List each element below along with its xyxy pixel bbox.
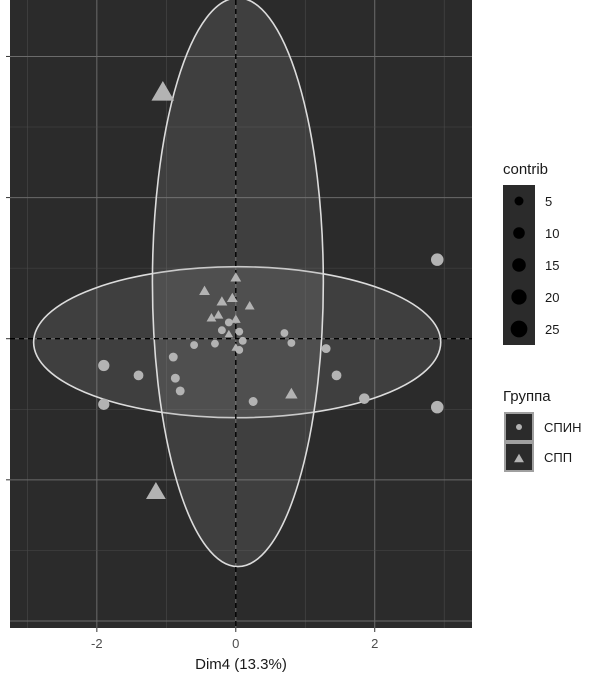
point-triangle (151, 80, 175, 101)
legend-size-key (514, 196, 524, 206)
point-triangle (145, 481, 166, 500)
ellipse-spin (32, 265, 442, 419)
point-circle (430, 400, 444, 414)
point-triangle (230, 314, 241, 323)
legend-size-key (512, 258, 526, 272)
legend-size-label: 5 (545, 194, 552, 209)
point-circle (98, 359, 110, 372)
point-triangle (244, 300, 255, 310)
confidence-ellipses (32, 0, 442, 568)
point-circle (133, 370, 144, 381)
x-tick-label: 0 (232, 636, 239, 651)
legend-circle-glyph (516, 424, 522, 430)
axes: -2 0 2 (6, 55, 378, 651)
point-triangle (199, 285, 210, 295)
legend-size-title: contrib (503, 161, 548, 178)
point-triangle (285, 387, 298, 399)
point-circle (170, 373, 180, 383)
point-circle (430, 253, 444, 266)
x-axis-title: Dim4 (13.3%) (195, 656, 287, 673)
legend-size-key (510, 320, 528, 338)
point-circle (175, 386, 185, 396)
point-circle (168, 352, 178, 362)
plot-panel (10, 0, 472, 628)
legend-size-label: 25 (545, 322, 559, 337)
point-circle (98, 398, 110, 410)
legend-group-title: Группа (503, 388, 551, 405)
point-circle (190, 341, 199, 349)
point-triangle (226, 292, 238, 303)
point-triangle (230, 272, 242, 282)
x-tick-label: -2 (91, 636, 103, 651)
point-triangle (206, 312, 217, 322)
point-triangle (231, 343, 241, 351)
legend-size-label: 15 (545, 258, 559, 273)
ellipse-spp (151, 0, 325, 568)
legend-size-key (511, 289, 527, 305)
point-triangle (224, 329, 234, 338)
point-circle (359, 393, 370, 404)
legend-group-key (504, 442, 534, 472)
point-circle (280, 329, 289, 337)
point-triangle (216, 296, 228, 306)
x-tick-label: 2 (371, 636, 378, 651)
point-circle (287, 338, 296, 347)
point-circle (331, 370, 342, 381)
data-points (98, 80, 444, 500)
point-circle (321, 344, 331, 354)
grid-lines (10, 0, 472, 628)
legend-size-label: 20 (545, 290, 559, 305)
legend-triangle-glyph (514, 453, 524, 463)
legend-group-label: СПИН (544, 420, 581, 435)
reference-lines (10, 0, 472, 628)
point-circle (224, 318, 233, 327)
point-circle (238, 336, 247, 345)
legend-size-label: 10 (545, 226, 559, 241)
legend-group-label: СПП (544, 450, 572, 465)
point-circle (248, 397, 258, 406)
legend-size-key (513, 227, 525, 239)
point-circle (211, 339, 219, 348)
point-circle (217, 326, 226, 335)
point-triangle (213, 310, 224, 319)
point-circle (235, 327, 244, 336)
legend: contrib 5 10 15 20 25 Группа СПИН СПП (503, 161, 581, 472)
